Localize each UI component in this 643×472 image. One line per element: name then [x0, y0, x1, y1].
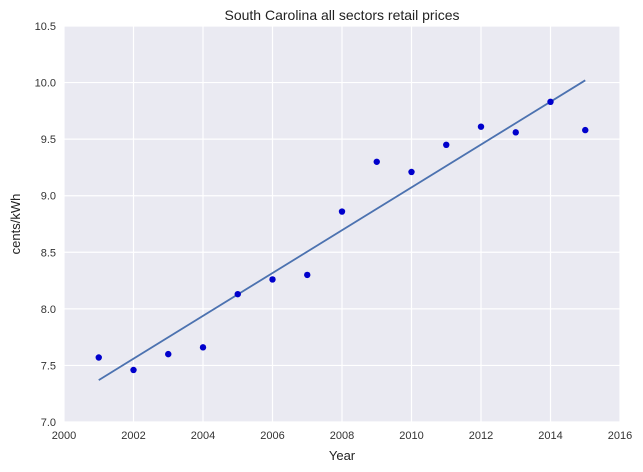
data-point	[338, 208, 346, 215]
data-point	[547, 98, 554, 106]
y-tick-labels: 7.0 7.5 8.0 8.5 9.0 9.5 10.0 10.5	[35, 21, 56, 429]
x-tick-label: 2004	[191, 430, 215, 442]
data-point	[582, 126, 589, 134]
data-point	[512, 129, 519, 136]
fit-line	[98, 79, 586, 381]
data-point	[304, 271, 311, 279]
data-point	[95, 354, 102, 361]
data-point	[199, 344, 207, 351]
y-tick-label: 7.5	[41, 360, 56, 372]
y-axis-label: cents/kWh	[8, 194, 23, 255]
x-tick-label: 2006	[260, 430, 284, 442]
y-tick-label: 7.0	[41, 417, 56, 429]
x-tick-labels: 2000 2002 2004 2006 2008 2010 2012 2014 2016	[52, 430, 632, 442]
x-tick-label: 2012	[469, 430, 493, 442]
data-point	[477, 123, 485, 130]
x-axis-label: Year	[329, 448, 356, 463]
y-tick-label: 9.0	[41, 191, 56, 203]
x-tick-label: 2016	[608, 430, 632, 442]
chart-title: South Carolina all sectors retail prices	[225, 7, 460, 23]
data-point	[269, 276, 276, 283]
y-tick-label: 8.5	[41, 247, 56, 259]
y-tick-label: 9.5	[41, 134, 56, 146]
fit-line-layer	[98, 79, 586, 381]
x-tick-label: 2002	[121, 430, 145, 442]
data-point	[130, 366, 137, 374]
scatter-points	[95, 98, 589, 374]
y-tick-label: 10.5	[35, 21, 56, 33]
data-point	[165, 350, 172, 358]
y-tick-label: 8.0	[41, 304, 56, 316]
grid	[63, 25, 621, 423]
data-point	[443, 141, 450, 148]
x-tick-label: 2000	[52, 430, 76, 442]
data-point	[373, 158, 380, 165]
data-point	[234, 290, 241, 298]
y-tick-label: 10.0	[35, 78, 56, 90]
x-tick-label: 2010	[399, 430, 423, 442]
data-point	[408, 168, 415, 176]
x-tick-label: 2014	[538, 430, 562, 442]
x-tick-label: 2008	[330, 430, 354, 442]
